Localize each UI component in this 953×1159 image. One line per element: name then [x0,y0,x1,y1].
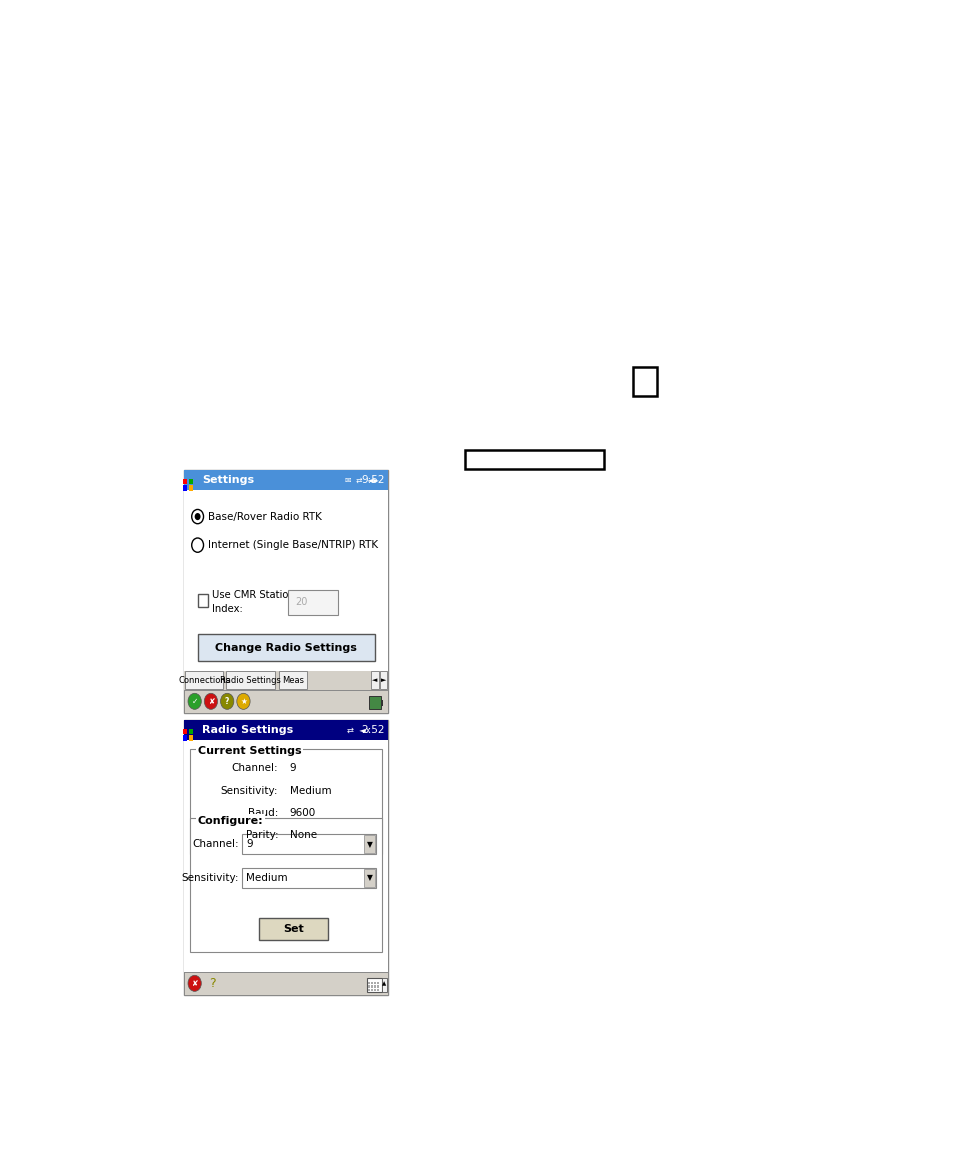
Bar [189,479,193,484]
Bar [465,450,603,469]
Circle shape [204,693,217,709]
Bar [189,735,193,741]
Circle shape [236,693,250,709]
Bar [376,989,378,991]
Text: ✘: ✘ [192,979,197,987]
Bar [374,982,375,984]
Text: ★: ★ [240,697,247,706]
Bar [183,486,187,490]
Text: 9: 9 [290,764,296,773]
Bar [371,671,378,688]
Text: None: None [290,830,316,840]
Text: 2:52: 2:52 [361,724,384,735]
Text: Radio Settings: Radio Settings [220,676,280,685]
Text: Current Settings: Current Settings [197,746,301,757]
Bar [364,836,375,853]
Bar [278,671,307,688]
Text: ?: ? [209,977,215,990]
Bar [367,978,381,992]
Text: Use CMR Station: Use CMR Station [213,590,294,600]
Text: Meas: Meas [282,676,304,685]
Text: Settings: Settings [202,475,253,484]
Bar [184,971,387,994]
Text: Channel:: Channel: [232,764,278,773]
Bar [183,735,187,741]
Text: Medium: Medium [246,873,288,883]
Bar [184,671,387,690]
Bar [184,739,387,971]
Bar [367,989,370,991]
Bar [374,985,375,987]
Text: ?: ? [225,697,229,706]
Bar [184,490,387,688]
Bar [242,868,375,888]
Bar [380,700,383,706]
Circle shape [220,693,233,709]
Bar [376,982,378,984]
Text: ✓: ✓ [192,697,197,706]
Bar [226,671,275,688]
Text: Sensitivity:: Sensitivity: [181,873,239,883]
Bar [370,989,373,991]
Text: Medium: Medium [290,786,331,795]
Bar [367,985,370,987]
Bar [242,834,375,854]
Bar [633,366,657,396]
Text: Configure:: Configure: [197,816,263,826]
Text: Radio Settings: Radio Settings [202,724,293,735]
Bar [288,590,337,614]
Bar [189,729,193,735]
Text: ▲: ▲ [382,981,386,986]
Text: Change Radio Settings: Change Radio Settings [215,643,357,653]
Bar [370,982,373,984]
Bar [381,978,387,992]
Bar [367,982,370,984]
Bar [190,749,381,854]
Text: ▼: ▼ [367,874,373,882]
Bar [370,985,373,987]
Bar [184,690,387,713]
Text: 9600: 9600 [290,808,315,818]
Text: Sensitivity:: Sensitivity: [220,786,278,795]
Bar [183,729,187,735]
Bar [364,869,375,887]
Circle shape [188,975,201,991]
Bar [184,720,387,994]
Text: Internet (Single Base/NTRIP) RTK: Internet (Single Base/NTRIP) RTK [208,540,377,551]
Text: Connections: Connections [178,676,230,685]
Bar [258,918,328,940]
Text: ⇄  ◄x: ⇄ ◄x [347,726,371,735]
Text: Base/Rover Radio RTK: Base/Rover Radio RTK [208,511,321,522]
Text: ►: ► [380,677,385,684]
Bar [376,985,378,987]
Bar [184,720,387,739]
Bar [379,671,387,688]
Bar [197,595,208,606]
Text: ◄: ◄ [372,677,377,684]
Text: Baud:: Baud: [248,808,278,818]
Text: 9: 9 [246,839,253,850]
Circle shape [194,513,200,520]
Circle shape [188,693,201,709]
Bar [197,634,375,661]
Bar [374,989,375,991]
Bar [190,818,381,952]
Bar [369,695,380,709]
Text: ✘: ✘ [208,697,213,706]
Text: ✉  ⇄  ◄►: ✉ ⇄ ◄► [344,475,378,484]
Text: 9:52: 9:52 [361,475,384,484]
Text: Index:: Index: [213,604,243,614]
Bar [184,471,387,490]
Text: Parity:: Parity: [246,830,278,840]
Text: ▼: ▼ [367,839,373,848]
Bar [189,486,193,490]
Text: 20: 20 [294,597,307,607]
Text: Channel:: Channel: [193,839,239,850]
Bar [184,471,387,713]
Text: Set: Set [283,924,303,934]
Bar [185,671,223,688]
Bar [183,479,187,484]
